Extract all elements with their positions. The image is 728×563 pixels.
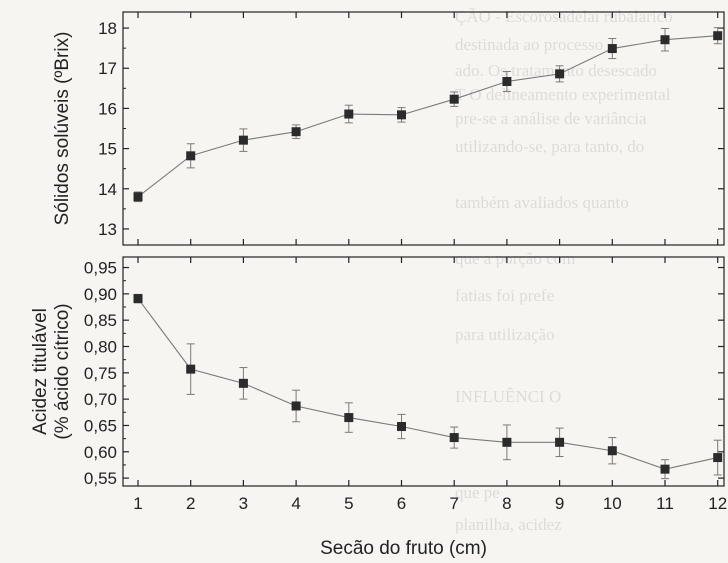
data-point <box>344 109 354 119</box>
plot-frame <box>122 11 725 246</box>
y-axis-label-line: (% ácido cítrico) <box>52 303 73 439</box>
background-text-line: T O delineamento experimental <box>455 85 671 104</box>
x-tick-label: 10 <box>603 494 622 513</box>
x-tick-label: 4 <box>291 494 300 513</box>
background-text-line: ÇÃO - Escorosadelai rubalarico <box>455 7 673 26</box>
background-text-line: fatias foi prefe <box>455 286 554 305</box>
y-tick-label: 0,75 <box>84 364 117 383</box>
top-chart-solidos-soluveis: 13 14 15 16 17 18 Sólidos solúveis (ºBrix) <box>52 11 725 246</box>
data-point <box>660 464 670 474</box>
y-tick-label: 18 <box>98 19 117 38</box>
bottom-chart-acidez-titulavel: 0,550,600,650,700,750,800,850,900,951 2 3 4… <box>30 256 727 559</box>
y-axis-label-line: Acidez titulável <box>30 308 51 435</box>
y-tick-label: 17 <box>98 59 117 78</box>
data-point <box>555 69 565 79</box>
x-tick-label: 6 <box>397 494 406 513</box>
background-text-line: que pe <box>455 483 500 502</box>
data-point <box>291 401 301 411</box>
data-point <box>713 453 723 463</box>
x-tick-label: 2 <box>186 494 195 513</box>
x-tick-label: 3 <box>239 494 248 513</box>
background-text-line: para utilização <box>455 325 555 344</box>
data-point <box>660 35 670 45</box>
data-point <box>238 135 248 145</box>
x-tick-label: 11 <box>656 494 674 513</box>
data-point <box>238 378 248 388</box>
y-tick-label: 0,60 <box>84 443 117 462</box>
series-line <box>137 298 718 470</box>
y-tick-label: 16 <box>98 99 117 118</box>
data-point <box>555 437 565 447</box>
data-point <box>186 364 196 374</box>
x-axis-label: Secão do fruto (cm) <box>320 538 487 558</box>
data-point <box>186 151 196 161</box>
background-text-line: também avaliados quanto <box>455 193 629 212</box>
plot-frame <box>122 256 725 487</box>
data-point <box>291 127 301 137</box>
background-text-line: utilizando-se, para tanto, do <box>455 137 644 156</box>
data-point <box>397 110 406 120</box>
data-point <box>133 192 143 202</box>
y-tick-label: 0,65 <box>84 416 117 435</box>
data-point <box>502 76 512 86</box>
x-tick-label: 5 <box>344 494 353 513</box>
data-point <box>502 437 512 447</box>
background-text-line: destinada ao processo <box>455 35 603 54</box>
x-tick-label: 9 <box>555 494 564 513</box>
y-tick-label: 0,90 <box>84 285 117 304</box>
x-tick-label: 12 <box>708 494 727 513</box>
background-text-line: que a porção com <box>455 249 575 268</box>
data-point <box>713 31 723 41</box>
y-tick-label: 0,55 <box>84 469 117 488</box>
data-point <box>397 422 406 432</box>
x-tick-label: 7 <box>449 494 458 513</box>
background-text-line: pre-se a análise de variância <box>455 109 647 128</box>
y-tick-label: 0,85 <box>84 311 117 330</box>
background-scan-text: ÇÃO - Escorosadelai rubalarico destinada … <box>455 7 673 534</box>
y-axis-label: Sólidos solúveis (ºBrix) <box>52 32 73 226</box>
data-point <box>607 446 617 456</box>
background-text-line: INFLUÊNCI O <box>455 387 561 406</box>
data-point <box>133 294 143 304</box>
y-tick-label: 13 <box>98 220 117 239</box>
x-tick-label: 1 <box>133 494 142 513</box>
y-tick-label: 0,70 <box>84 390 117 409</box>
y-tick-label: 0,95 <box>84 259 117 278</box>
y-tick-label: 0,80 <box>84 337 117 356</box>
background-text-line: planilha, acidez <box>455 515 562 534</box>
y-tick-label: 15 <box>98 140 117 159</box>
series-line <box>137 35 718 198</box>
data-point <box>449 433 459 443</box>
y-tick-label: 14 <box>98 180 117 199</box>
data-point <box>344 413 354 423</box>
data-point <box>607 44 617 54</box>
x-tick-label: 8 <box>502 494 511 513</box>
data-point <box>449 94 459 104</box>
